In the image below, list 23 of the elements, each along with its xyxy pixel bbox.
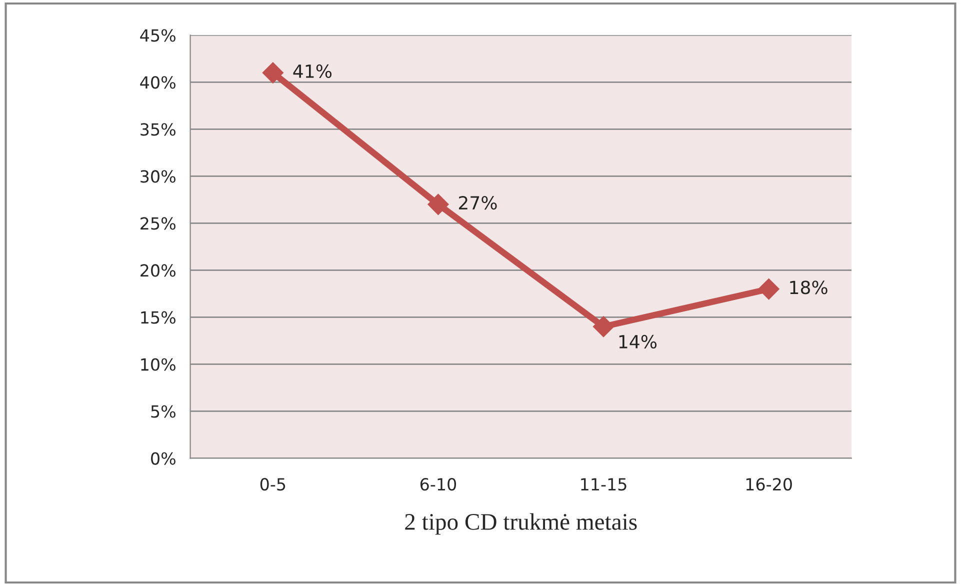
data-label: 41% <box>293 64 332 78</box>
data-label: 18% <box>790 280 828 294</box>
y-tick-label: 20% <box>140 264 176 277</box>
point <box>428 194 449 215</box>
y-tick-label: 10% <box>141 358 176 371</box>
x-tick-label: 0-5 <box>260 478 286 491</box>
y-tick-label: 25% <box>140 217 176 230</box>
data-label: 14% <box>619 334 657 349</box>
x-tick-label: 16-20 <box>746 478 792 491</box>
y-tick-label: 5% <box>151 405 176 418</box>
y-tick-label: 35% <box>140 123 176 136</box>
y-tick-label: 15% <box>141 311 176 324</box>
point <box>262 62 284 84</box>
y-tick-label: 30% <box>140 170 176 183</box>
y-tick-label: 45% <box>140 29 176 42</box>
point <box>758 278 780 300</box>
data-label: 27% <box>458 196 497 210</box>
y-tick-label: 0% <box>151 452 176 465</box>
x-tick-label: 6-10 <box>420 478 456 491</box>
x-tick-label: 11-15 <box>581 478 626 491</box>
point <box>592 316 614 338</box>
y-tick-label: 40% <box>140 76 176 89</box>
x-axis-title: 2 tipo CD trukmė metais <box>405 513 637 535</box>
